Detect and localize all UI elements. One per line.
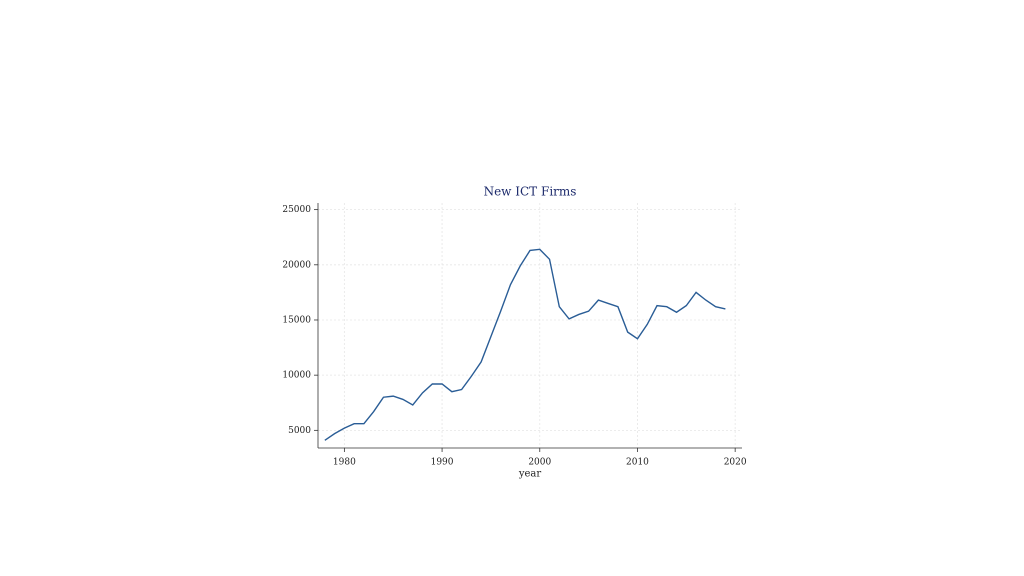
- y-tick-label: 20000: [282, 260, 311, 270]
- x-tick-label: 1980: [333, 458, 356, 468]
- chart-title: New ICT Firms: [484, 185, 577, 199]
- y-tick-label: 10000: [282, 371, 311, 381]
- y-tick-label: 15000: [282, 315, 311, 325]
- x-tick-label: 1990: [431, 458, 454, 468]
- x-tick-label: 2000: [528, 458, 551, 468]
- x-tick-label: 2020: [724, 458, 747, 468]
- x-axis-label: year: [518, 469, 542, 480]
- x-tick-label: 2010: [626, 458, 649, 468]
- y-tick-label: 25000: [282, 205, 311, 215]
- data-line: [324, 248, 726, 441]
- y-tick-label: 5000: [288, 426, 311, 436]
